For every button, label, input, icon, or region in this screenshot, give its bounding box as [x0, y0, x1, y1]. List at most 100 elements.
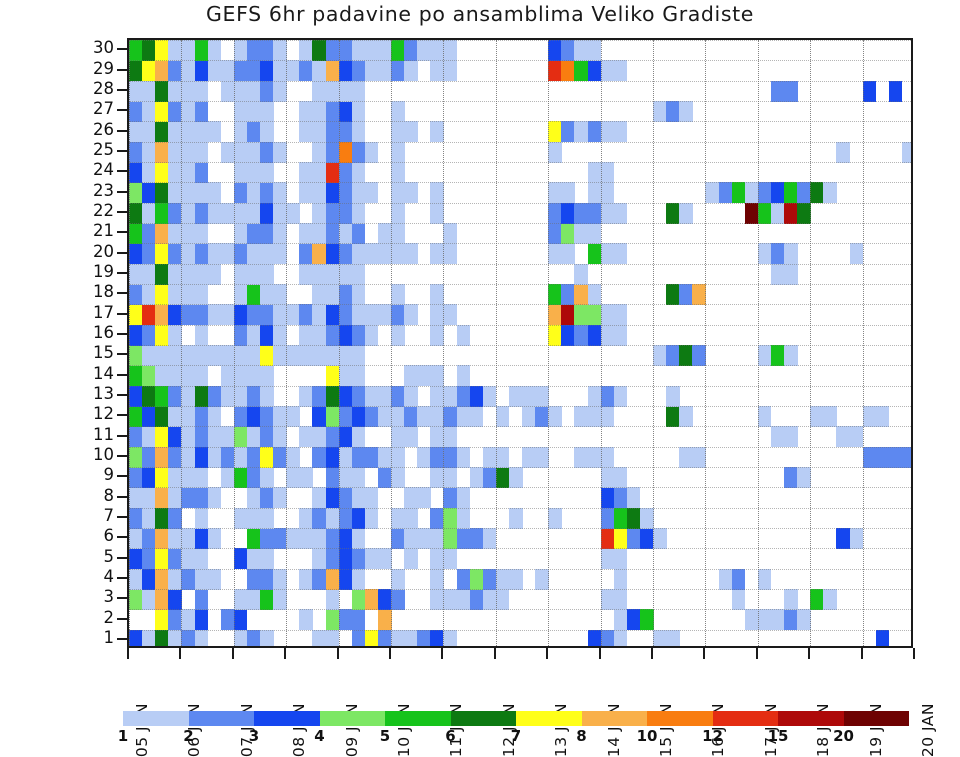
heatmap-cell: [377, 223, 392, 244]
heatmap-cell: [312, 141, 327, 163]
heatmap-cell: [168, 406, 182, 427]
heatmap-cell: [260, 101, 274, 122]
heatmap-cell: [155, 365, 169, 387]
heatmap-cell: [129, 60, 143, 82]
heatmap-cell: [430, 40, 444, 61]
heatmap-cell: [325, 263, 340, 285]
heatmap-cell: [377, 609, 392, 631]
heatmap-cell: [155, 101, 169, 122]
heatmap-cell: [129, 385, 143, 407]
heatmap-cell: [155, 40, 169, 61]
y-axis-tick-label: 18: [93, 282, 114, 302]
heatmap-cell: [757, 202, 772, 224]
heatmap-cell: [351, 80, 366, 102]
heatmap-cell: [312, 304, 327, 326]
heatmap-cell: [155, 487, 169, 509]
heatmap-cell: [364, 629, 379, 646]
heatmap-cell: [338, 568, 353, 590]
heatmap-cell: [351, 162, 366, 183]
heatmap-cell: [443, 467, 458, 488]
heatmap-cell: [587, 243, 602, 265]
x-axis-tick: [598, 648, 601, 659]
heatmap-cell: [129, 568, 143, 590]
heatmap-cell: [587, 202, 602, 224]
heatmap-cell: [430, 284, 444, 305]
heatmap-cell: [338, 609, 353, 631]
colorbar-swatch: [647, 711, 713, 726]
heatmap-cell: [351, 446, 366, 468]
heatmap-cell: [482, 568, 497, 590]
heatmap-cell: [194, 40, 209, 61]
heatmap-cell: [155, 80, 169, 102]
y-axis-tick: [117, 332, 127, 335]
heatmap-cell: [129, 426, 143, 448]
heatmap-cell: [220, 385, 235, 407]
y-axis-tick: [117, 353, 127, 356]
heatmap-cell: [613, 304, 628, 326]
heatmap-cell: [260, 528, 274, 549]
heatmap-cell: [142, 182, 156, 204]
heatmap-cell: [718, 568, 733, 590]
heatmap-cell: [377, 589, 392, 610]
heatmap-cell: [875, 629, 890, 646]
heatmap-cell: [548, 324, 562, 346]
heatmap-cell: [784, 243, 798, 265]
heatmap-cell: [168, 223, 182, 244]
heatmap-cell: [404, 426, 418, 448]
heatmap-cell: [168, 568, 182, 590]
heatmap-cell: [233, 162, 248, 183]
heatmap-cell: [129, 467, 143, 488]
y-axis-tick-label: 28: [93, 78, 114, 98]
heatmap-cell: [404, 507, 418, 529]
colorbar-tick-label: 12: [702, 727, 723, 745]
heatmap-cell: [129, 223, 143, 244]
heatmap-cell: [220, 80, 235, 102]
heatmap-cell: [220, 304, 235, 326]
heatmap-cell: [273, 406, 287, 427]
heatmap-cell: [364, 243, 379, 265]
heatmap-cell: [351, 426, 366, 448]
heatmap-cell: [129, 304, 143, 326]
y-axis-tick: [117, 170, 127, 173]
heatmap-cell: [155, 182, 169, 204]
heatmap-cell: [207, 40, 222, 61]
colorbar-tick-label: 20: [833, 727, 854, 745]
colorbar-tick-label: 2: [183, 727, 194, 745]
colorbar-tick-label: 7: [510, 727, 522, 745]
heatmap-cell: [168, 507, 182, 529]
y-axis-tick-label: 17: [93, 302, 114, 322]
heatmap-cell: [679, 345, 693, 366]
heatmap-cell: [142, 243, 156, 265]
heatmap-cell: [391, 629, 405, 646]
heatmap-cell: [417, 528, 431, 549]
heatmap-cell: [299, 528, 313, 549]
heatmap-cell: [875, 406, 890, 427]
heatmap-cell: [548, 223, 562, 244]
heatmap-cell: [456, 568, 471, 590]
heatmap-cell: [325, 182, 340, 204]
heatmap-cell: [338, 304, 353, 326]
heatmap-cell: [129, 406, 143, 427]
heatmap-cell: [430, 243, 444, 265]
heatmap-cell: [391, 446, 405, 468]
heatmap-cells-layer: [129, 40, 911, 646]
heatmap-cell: [246, 182, 261, 204]
heatmap-cell: [770, 182, 785, 204]
heatmap-cell: [587, 162, 602, 183]
heatmap-cell: [679, 446, 693, 468]
heatmap-cell: [194, 548, 209, 570]
colorbar-tick-label: 4: [314, 727, 325, 745]
heatmap-cell: [338, 385, 353, 407]
heatmap-cell: [784, 263, 798, 285]
heatmap-cell: [168, 385, 182, 407]
heatmap-cell: [653, 528, 667, 549]
heatmap-cell: [233, 243, 248, 265]
heatmap-cell: [168, 202, 182, 224]
heatmap-cell: [155, 284, 169, 305]
heatmap-cell: [784, 589, 798, 610]
heatmap-cell: [233, 467, 248, 488]
heatmap-cell: [273, 243, 287, 265]
y-axis-tick: [117, 414, 127, 417]
heatmap-cell: [548, 60, 562, 82]
heatmap-cell: [155, 528, 169, 549]
